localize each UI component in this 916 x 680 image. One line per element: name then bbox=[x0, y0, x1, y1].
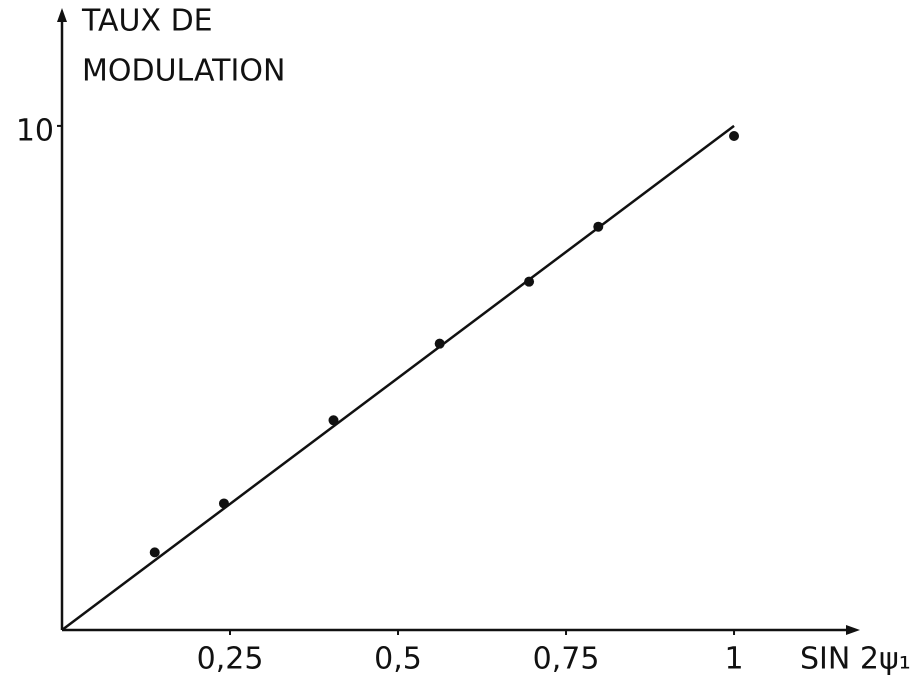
y-axis-label: TAUX DE bbox=[81, 4, 213, 39]
x-tick-label: 1 bbox=[724, 642, 743, 677]
x-axis-label: SIN 2ψ₁ bbox=[800, 642, 911, 677]
data-point bbox=[218, 498, 229, 509]
y-tick-label: 10 bbox=[16, 113, 54, 148]
x-axis-arrow bbox=[846, 625, 860, 635]
data-point bbox=[593, 221, 604, 232]
data-point bbox=[434, 338, 445, 349]
fit-line bbox=[61, 124, 735, 631]
y-axis-arrow bbox=[57, 8, 67, 22]
data-point bbox=[149, 547, 160, 558]
data-point bbox=[729, 130, 740, 141]
x-tick-label: 0,5 bbox=[374, 642, 422, 677]
data-point bbox=[328, 415, 339, 426]
data-point bbox=[524, 276, 535, 287]
y-axis-label: MODULATION bbox=[82, 54, 285, 89]
x-tick-label: 0,75 bbox=[533, 642, 600, 677]
x-tick-label: 0,25 bbox=[197, 642, 264, 677]
